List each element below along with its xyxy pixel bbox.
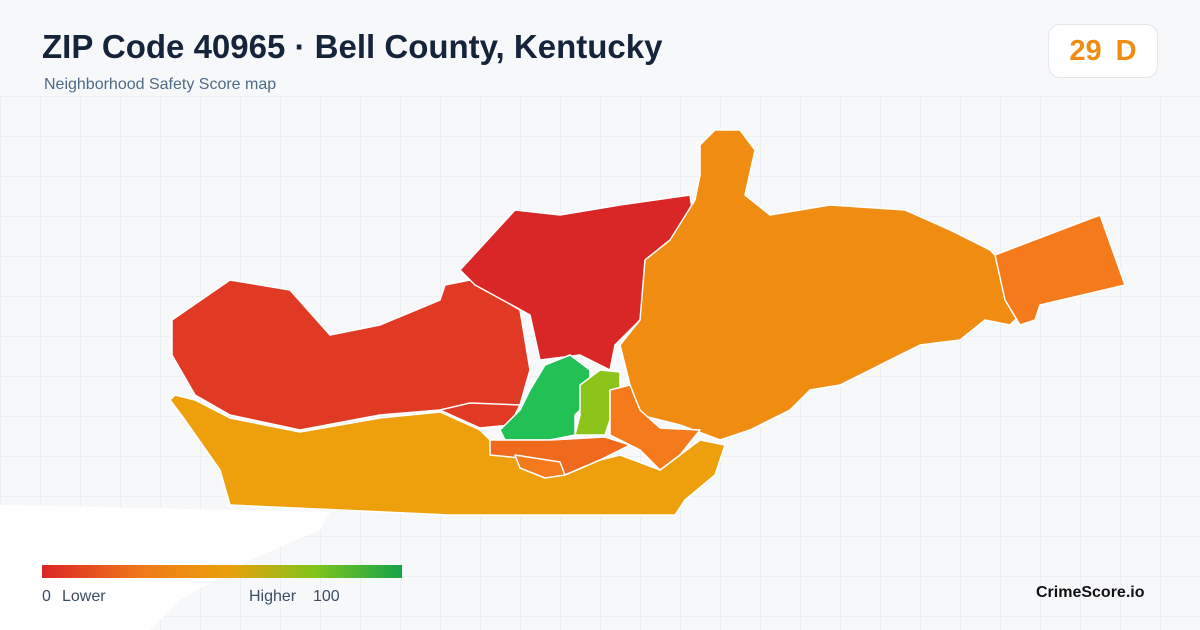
legend-low-label: Lower [62,588,106,605]
legend-gradient [42,565,402,578]
region [489,436,631,476]
legend-max: 100 [313,588,340,605]
score: 29 [1069,34,1102,67]
region [171,279,531,431]
region [619,129,1031,441]
legend-high-label: Higher [249,588,297,605]
score-badge: 29 D [1048,24,1158,78]
legend-min: 0 [42,588,51,605]
title: ZIP Code 40965 · Bell County, Kentucky [42,28,663,65]
grade: D [1115,34,1137,67]
region [994,214,1126,326]
subtitle: Neighborhood Safety Score map [44,76,277,93]
regions [169,129,1126,516]
region [499,354,591,441]
region [609,384,701,471]
brand: CrimeScore.io [1036,584,1145,601]
region [514,454,566,479]
